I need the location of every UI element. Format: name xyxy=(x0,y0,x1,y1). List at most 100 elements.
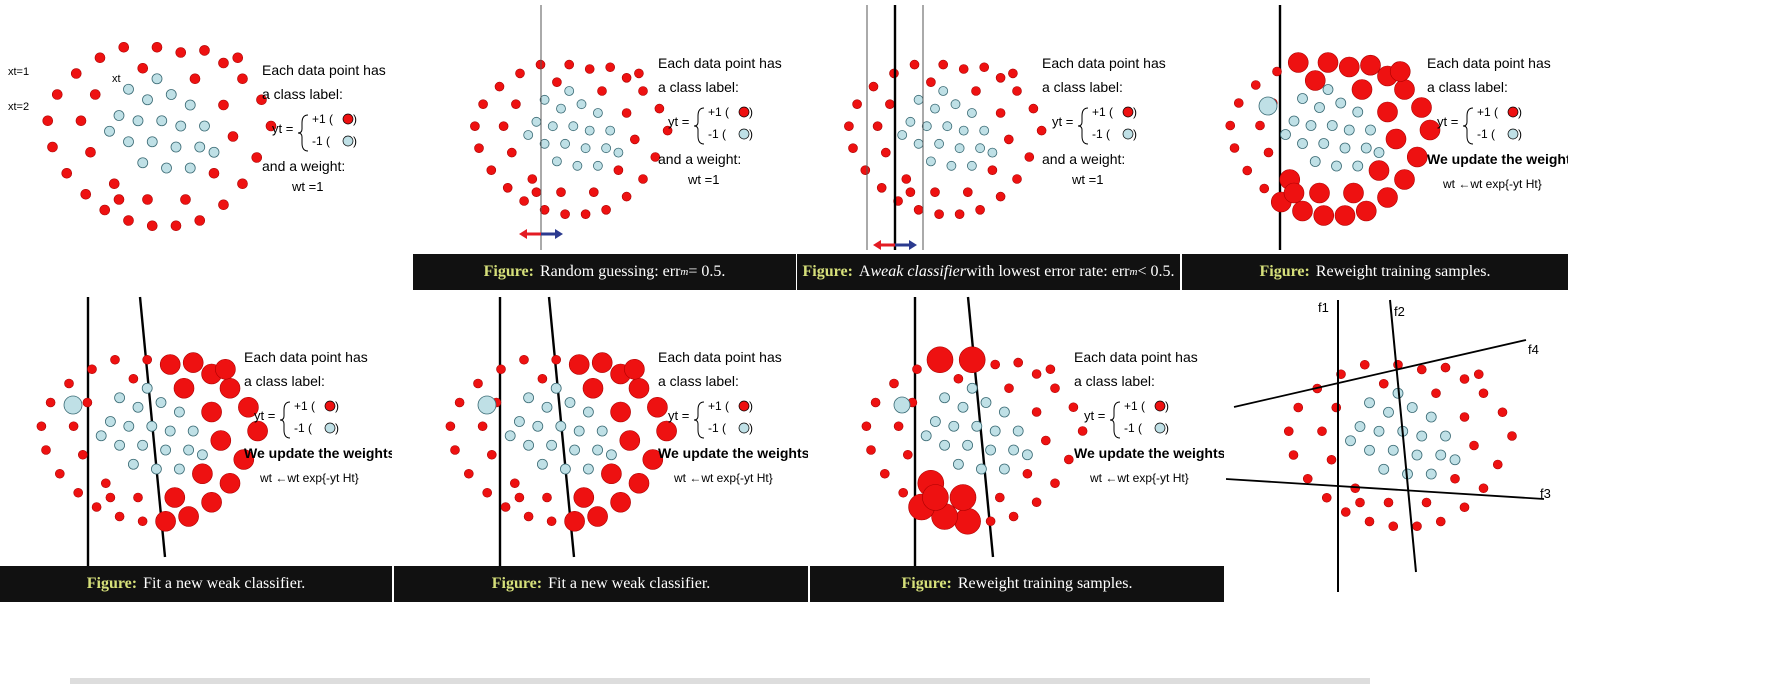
positive-point xyxy=(1068,402,1079,413)
negative-point xyxy=(161,162,172,174)
positive-point xyxy=(601,205,611,215)
positive-point xyxy=(1473,369,1484,380)
label-text: wt =1 xyxy=(687,172,719,187)
positive-point xyxy=(199,45,210,56)
positive-point xyxy=(552,77,562,87)
negative-point xyxy=(477,395,497,415)
negative-point xyxy=(1326,120,1338,131)
positive-point xyxy=(954,209,965,219)
positive-point xyxy=(182,352,204,373)
positive-point xyxy=(45,397,56,408)
positive-point xyxy=(87,364,97,375)
positive-point xyxy=(903,449,913,460)
positive-point xyxy=(498,121,509,131)
label-text: wt =1 xyxy=(291,179,323,194)
negative-point xyxy=(1373,425,1385,437)
positive-point xyxy=(1411,97,1432,118)
positive-point xyxy=(1350,483,1361,494)
label-text: f4 xyxy=(1528,342,1539,357)
negative-point xyxy=(1406,402,1418,413)
negative-point xyxy=(123,83,134,95)
negative-point xyxy=(966,108,977,118)
brace-shape xyxy=(279,401,291,439)
positive-point xyxy=(80,188,92,200)
positive-point xyxy=(523,511,534,522)
positive-point xyxy=(137,516,148,527)
scatter-plot: xt=1 xt=2 xt Each data point has a class lab… xyxy=(8,41,386,232)
label-text: yt = xyxy=(1084,408,1105,423)
negative-point xyxy=(123,136,134,148)
negative-point xyxy=(555,420,567,432)
positive-point xyxy=(1031,407,1042,417)
positive-point xyxy=(105,492,116,503)
positive-point xyxy=(94,52,106,64)
positive-legend-icon xyxy=(1507,106,1519,118)
positive-point xyxy=(1321,492,1332,503)
positive-point xyxy=(1360,54,1381,76)
label-text: ) xyxy=(749,105,753,119)
label-text: Each data point has xyxy=(658,349,782,365)
negative-point xyxy=(893,396,911,414)
positive-point xyxy=(1012,174,1022,184)
positive-point xyxy=(1469,440,1479,451)
negative-point xyxy=(1360,142,1372,154)
negative-point xyxy=(934,138,945,149)
positive-point xyxy=(1283,182,1305,204)
label-text: a class label: xyxy=(262,86,343,102)
positive-point xyxy=(123,215,134,226)
negative-point xyxy=(104,125,115,137)
negative-point xyxy=(146,136,158,148)
positive-point xyxy=(582,377,604,399)
negative-point xyxy=(531,116,542,127)
positive-point xyxy=(1008,68,1018,79)
positive-point xyxy=(170,220,182,232)
label-text: a class label: xyxy=(244,373,325,389)
negative-point xyxy=(156,115,168,127)
positive-point xyxy=(496,364,506,375)
negative-point xyxy=(921,121,932,132)
positive-point xyxy=(208,167,220,179)
negative-point xyxy=(127,458,139,470)
negative-point xyxy=(151,73,163,85)
negative-point xyxy=(605,125,616,136)
label-text: wt =1 xyxy=(1071,172,1103,187)
positive-point xyxy=(1004,383,1014,394)
negative-point xyxy=(946,160,957,171)
positive-point xyxy=(70,68,82,79)
negative-point xyxy=(1258,96,1278,116)
negative-legend-icon xyxy=(738,422,750,434)
negative-point xyxy=(966,382,978,394)
positive-point xyxy=(1364,516,1375,527)
label-text: -1 ( xyxy=(708,421,726,435)
label-text: Each data point has xyxy=(1042,55,1166,71)
label-text: xt=2 xyxy=(8,101,29,113)
figure-caption: Figure: Reweight training samples. xyxy=(1182,254,1568,290)
label-text: -1 ( xyxy=(1477,127,1495,141)
panel-fit-new-2: Each data point has a class label: yt = +1 … xyxy=(394,292,808,602)
negative-point xyxy=(925,156,936,167)
negative-point xyxy=(1297,93,1308,104)
negative-point xyxy=(913,138,924,149)
negative-point xyxy=(998,406,1010,418)
positive-point xyxy=(192,463,213,485)
negative-point xyxy=(948,420,960,432)
label-text: -1 ( xyxy=(1124,421,1142,435)
label-text: ) xyxy=(1133,105,1137,119)
label-text: We update the weights: xyxy=(658,445,808,461)
scatter-plot: Each data point has a class label: yt = +1 … xyxy=(36,296,392,572)
label-text: -1 ( xyxy=(708,127,726,141)
positive-point xyxy=(1421,497,1432,508)
positive-point xyxy=(1385,128,1407,150)
negative-point xyxy=(601,143,612,154)
label-text: ) xyxy=(1133,127,1137,141)
positive-point xyxy=(912,364,922,375)
positive-point xyxy=(963,187,973,197)
arrow-left-head xyxy=(519,229,527,239)
positive-point xyxy=(938,59,948,70)
positive-point xyxy=(628,377,650,399)
negative-point xyxy=(989,425,1001,437)
positive-point xyxy=(621,191,632,202)
positive-point xyxy=(445,421,456,432)
positive-point xyxy=(232,52,244,64)
positive-point xyxy=(597,86,607,96)
